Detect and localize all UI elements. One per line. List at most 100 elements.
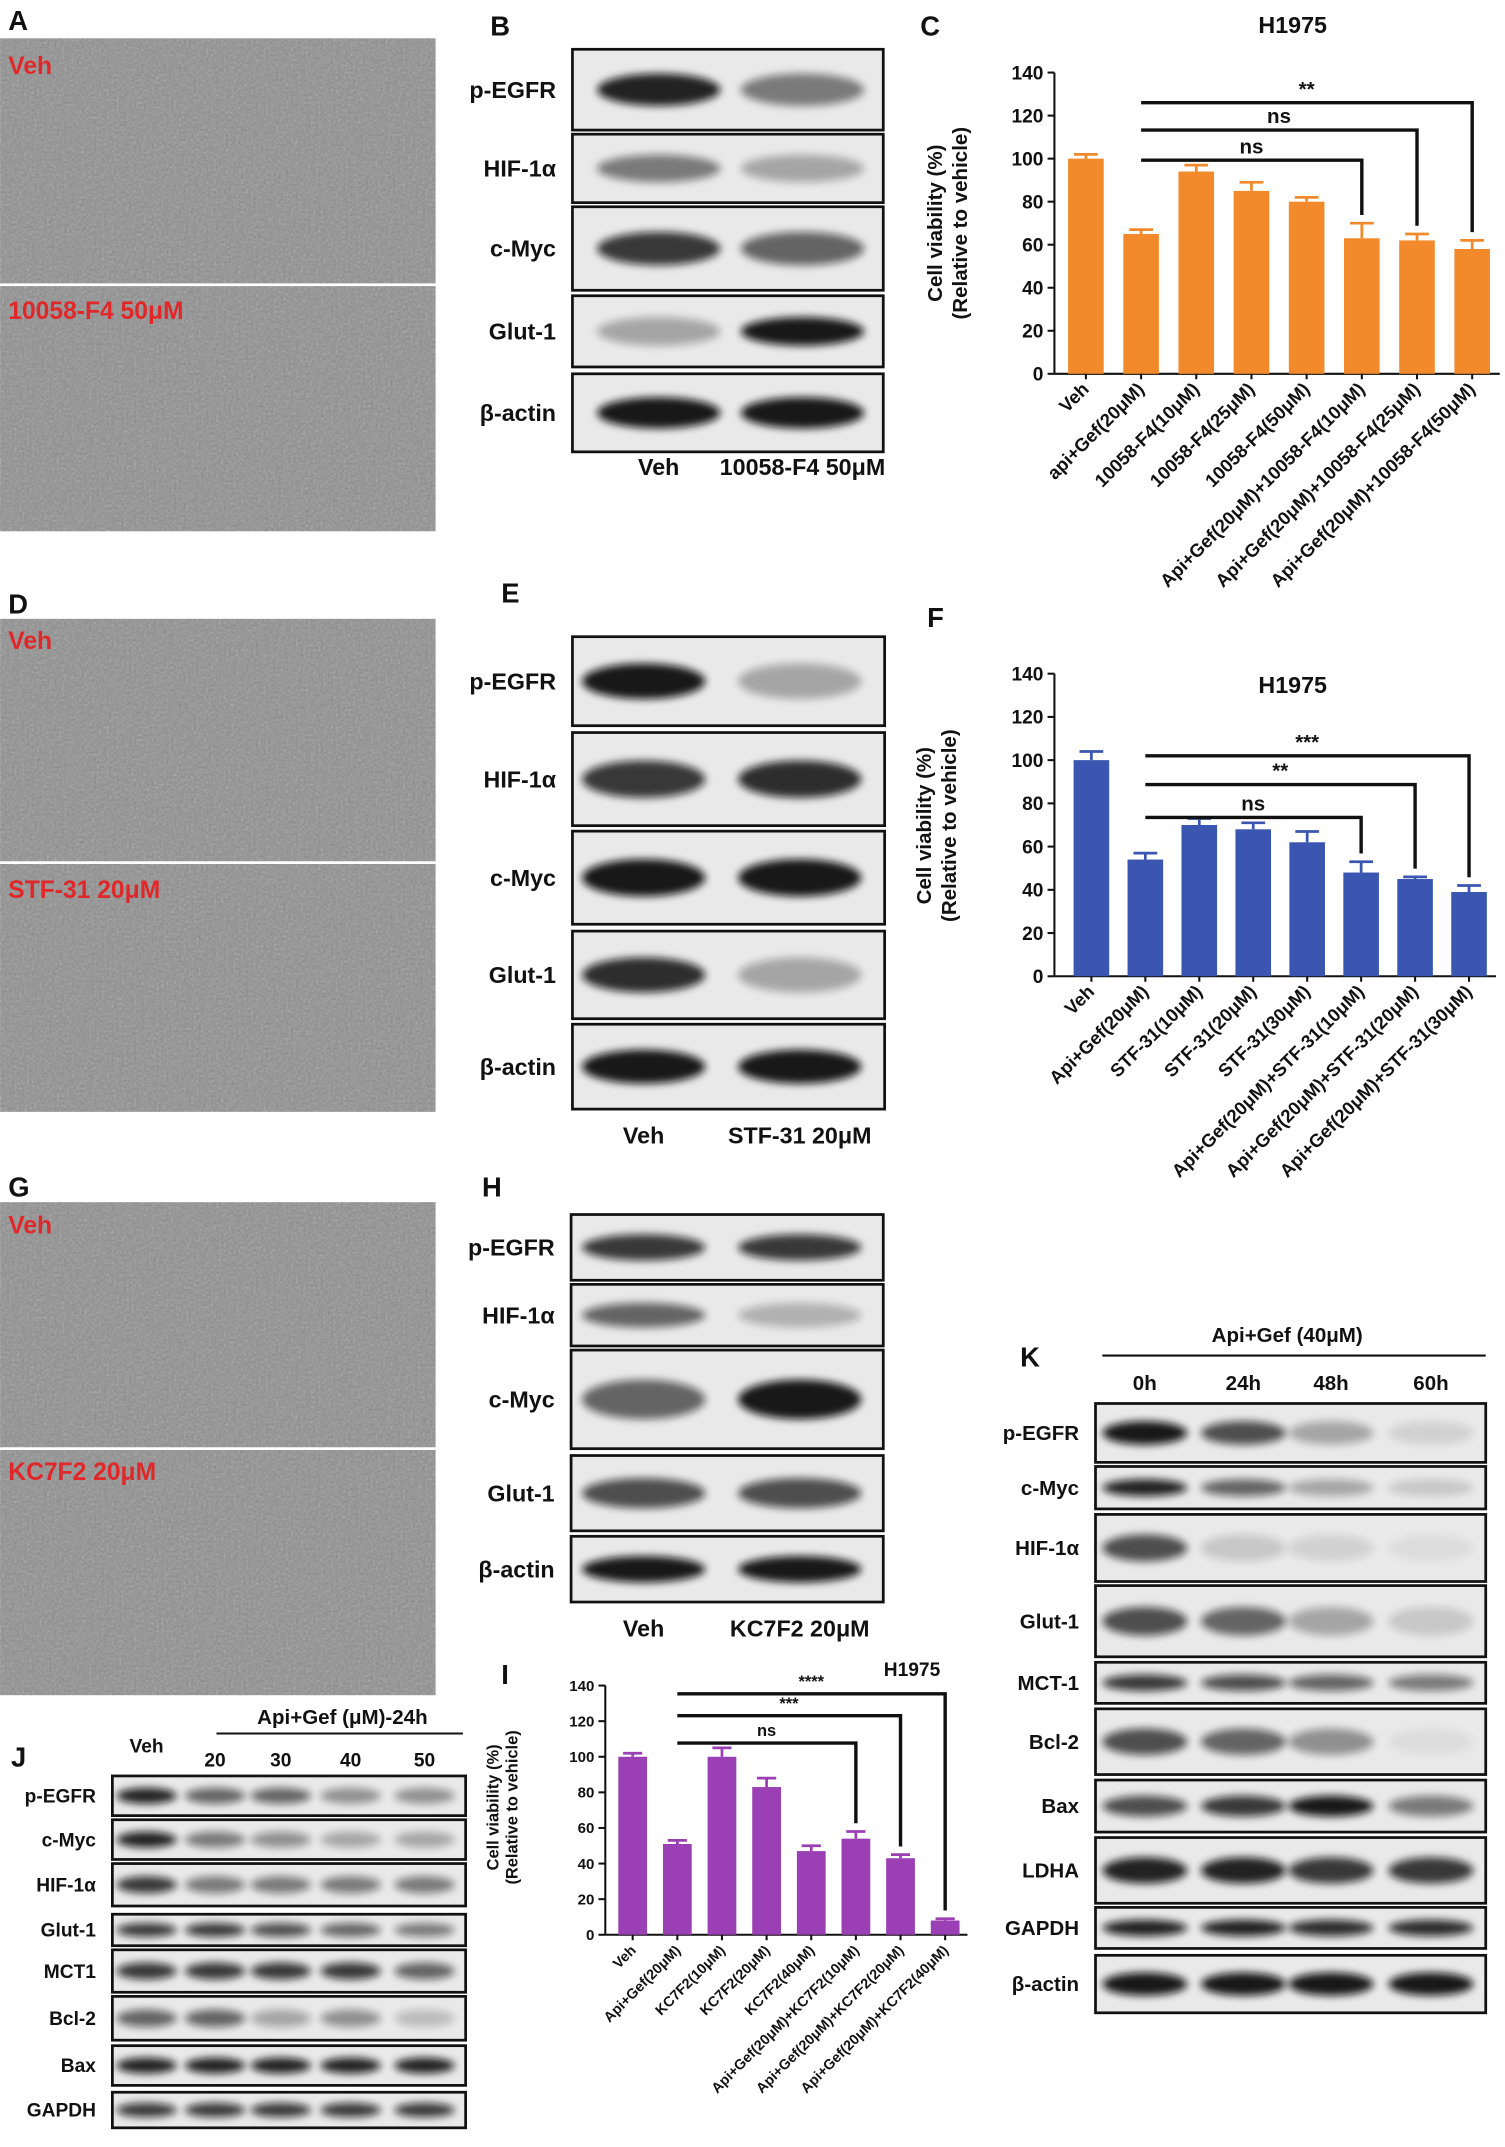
blot-band (740, 231, 865, 266)
blot-band (597, 397, 721, 429)
panel-letter: D (8, 588, 28, 619)
blot-band (320, 1787, 381, 1804)
x-tick-label: api+Gef(20μM) (1043, 378, 1148, 483)
significance-label: ns (757, 1722, 776, 1740)
blot-row-label: c-Myc (490, 236, 556, 262)
error-bar (846, 1830, 866, 1839)
y-tick-label: 80 (1022, 192, 1043, 213)
significance-bracket (1145, 782, 1417, 869)
blot-band (116, 1831, 177, 1848)
blot-band (1288, 1421, 1374, 1445)
blot-band (394, 2102, 455, 2118)
panel-letter: B (490, 11, 510, 42)
blot-band (1388, 1728, 1474, 1755)
blot-band (1388, 1421, 1474, 1445)
blot-row-label: GAPDH (27, 2101, 96, 2122)
blot-band (1102, 1674, 1188, 1692)
y-tick-label: 20 (578, 1891, 595, 1908)
blot-lane-label: 0h (1133, 1372, 1157, 1395)
blot-band (1288, 1795, 1374, 1817)
significance-bracket (677, 1713, 903, 1847)
error-bar (1403, 875, 1427, 880)
significance-bracket (1141, 158, 1364, 215)
blot-band (1388, 1795, 1474, 1817)
blot-band (1288, 1674, 1374, 1692)
blot-band (582, 760, 706, 798)
bar (1178, 171, 1215, 374)
blot-band (394, 1962, 455, 1980)
blot-band (116, 2009, 177, 2028)
blot-row-label: Bax (1041, 1795, 1079, 1818)
bar (1127, 859, 1164, 977)
blot-row-label: β-actin (1012, 1973, 1079, 1996)
y-tick-label: 40 (578, 1856, 595, 1873)
y-axis-label: Cell viability (%) (924, 145, 947, 302)
micrograph-label: 10058-F4 50μM (8, 298, 183, 325)
y-tick-label: 40 (1022, 278, 1043, 299)
blot-band (582, 1379, 706, 1420)
chart-title: H1975 (884, 1660, 941, 1681)
blot-band (250, 2009, 311, 2028)
blot-band (116, 2057, 177, 2074)
error-bar (1079, 750, 1104, 761)
y-tick-label: 120 (1011, 106, 1043, 127)
blot-band (116, 2102, 177, 2118)
significance-label: ns (1241, 793, 1265, 816)
blot-row-label: HIF-1α (482, 1302, 555, 1328)
blot-band (1200, 1421, 1286, 1445)
y-tick-label: 140 (1011, 63, 1043, 84)
blot-band (738, 1478, 862, 1509)
error-bar (1294, 196, 1319, 202)
blot-band (597, 231, 721, 266)
blot-band (738, 663, 862, 700)
blot-row-label: β-actin (478, 1556, 554, 1582)
bar (841, 1838, 871, 1935)
blot-row-label: c-Myc (1021, 1477, 1079, 1500)
error-bar (1241, 821, 1266, 830)
blot-band (320, 2057, 381, 2074)
blot-band (320, 1831, 381, 1848)
significance-label: ** (1272, 760, 1288, 783)
blot-row-label: Bcl-2 (1029, 1731, 1079, 1754)
blot-band (1102, 1421, 1188, 1445)
bar (1123, 233, 1159, 374)
x-tick-label: Veh (1055, 378, 1093, 416)
blot-band (184, 2009, 246, 2028)
error-bar (1295, 830, 1320, 843)
micrograph-label: KC7F2 20μM (8, 1459, 156, 1486)
blot-band (116, 1923, 177, 1937)
error-bar (712, 1746, 732, 1757)
blot-band (582, 1234, 706, 1261)
blot-band (1388, 1857, 1474, 1884)
blot-lane-label: KC7F2 20μM (730, 1615, 870, 1641)
blot-band (582, 1302, 706, 1328)
blot-lane-label: Veh (638, 454, 679, 480)
blot-lane-label: 48h (1313, 1372, 1348, 1395)
blot-band (1288, 1606, 1374, 1636)
y-axis-label: (Relative to vehicle) (949, 127, 972, 320)
blot-row-label: Bax (61, 2056, 96, 2077)
error-bar (1133, 851, 1158, 860)
bar (796, 1851, 826, 1935)
bar (1397, 879, 1433, 977)
significance-label: **** (798, 1673, 824, 1691)
blot-row-label: p-EGFR (468, 1235, 555, 1261)
significance-label: *** (1295, 731, 1319, 754)
y-tick-label: 0 (1033, 967, 1044, 988)
error-bar (1187, 817, 1212, 825)
blot-row-label: HIF-1α (1015, 1537, 1079, 1560)
micrograph-texture (0, 618, 436, 1112)
blot-band (184, 1831, 246, 1848)
blot-lane-label: Veh (623, 1122, 664, 1148)
significance-bracket (1145, 754, 1471, 878)
blot-band (1288, 1972, 1374, 1996)
error-bar (1349, 221, 1374, 239)
bar (1073, 760, 1110, 977)
blot-band (738, 1302, 862, 1328)
bar (1399, 240, 1435, 374)
blot-band (116, 1787, 177, 1804)
blot-row-label: MCT1 (44, 1962, 96, 1983)
blot-band (1102, 1795, 1188, 1817)
blot-band (738, 1234, 862, 1261)
blot-band (394, 1876, 455, 1894)
